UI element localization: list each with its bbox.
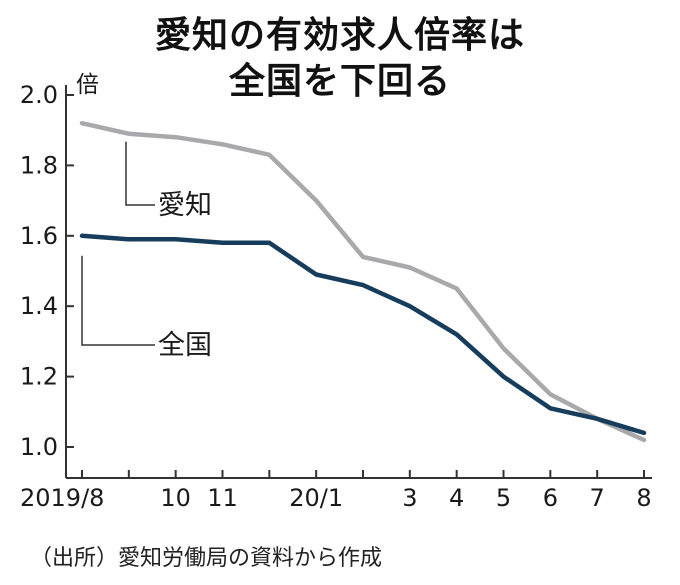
x-tick-label: 8	[636, 484, 651, 512]
chart-title-line-2: 全国を下回る	[228, 61, 451, 102]
series-line-national	[79, 233, 647, 436]
x-tick-label: 6	[543, 484, 558, 512]
x-tick-label: 2019/8	[20, 484, 104, 512]
y-tick-label: 2.0	[20, 81, 58, 109]
x-tick-label: 11	[207, 484, 238, 512]
legend-leader-aichi	[125, 141, 155, 206]
x-tick-label: 4	[449, 484, 464, 512]
series-label-national: 全国	[158, 330, 212, 361]
series-label-aichi: 愛知	[158, 190, 212, 221]
x-tick-label: 20/1	[289, 484, 343, 512]
y-tick-label: 1.2	[20, 363, 58, 391]
legend-leader-national	[81, 255, 155, 346]
x-tick-label: 7	[590, 484, 605, 512]
y-tick-label: 1.0	[20, 433, 58, 461]
y-tick-label: 1.8	[20, 151, 58, 179]
series-line-aichi	[79, 120, 647, 443]
y-tick-label: 1.4	[20, 292, 58, 320]
x-tick-label: 10	[160, 484, 191, 512]
y-tick-label: 1.6	[20, 222, 58, 250]
y-axis-unit-label: 倍	[76, 72, 99, 98]
source-note: （出所）愛知労働局の資料から作成	[30, 546, 383, 571]
chart-title-line-1: 愛知の有効求人倍率は	[154, 15, 525, 56]
x-tick-label: 5	[496, 484, 511, 512]
x-tick-label: 3	[402, 484, 417, 512]
